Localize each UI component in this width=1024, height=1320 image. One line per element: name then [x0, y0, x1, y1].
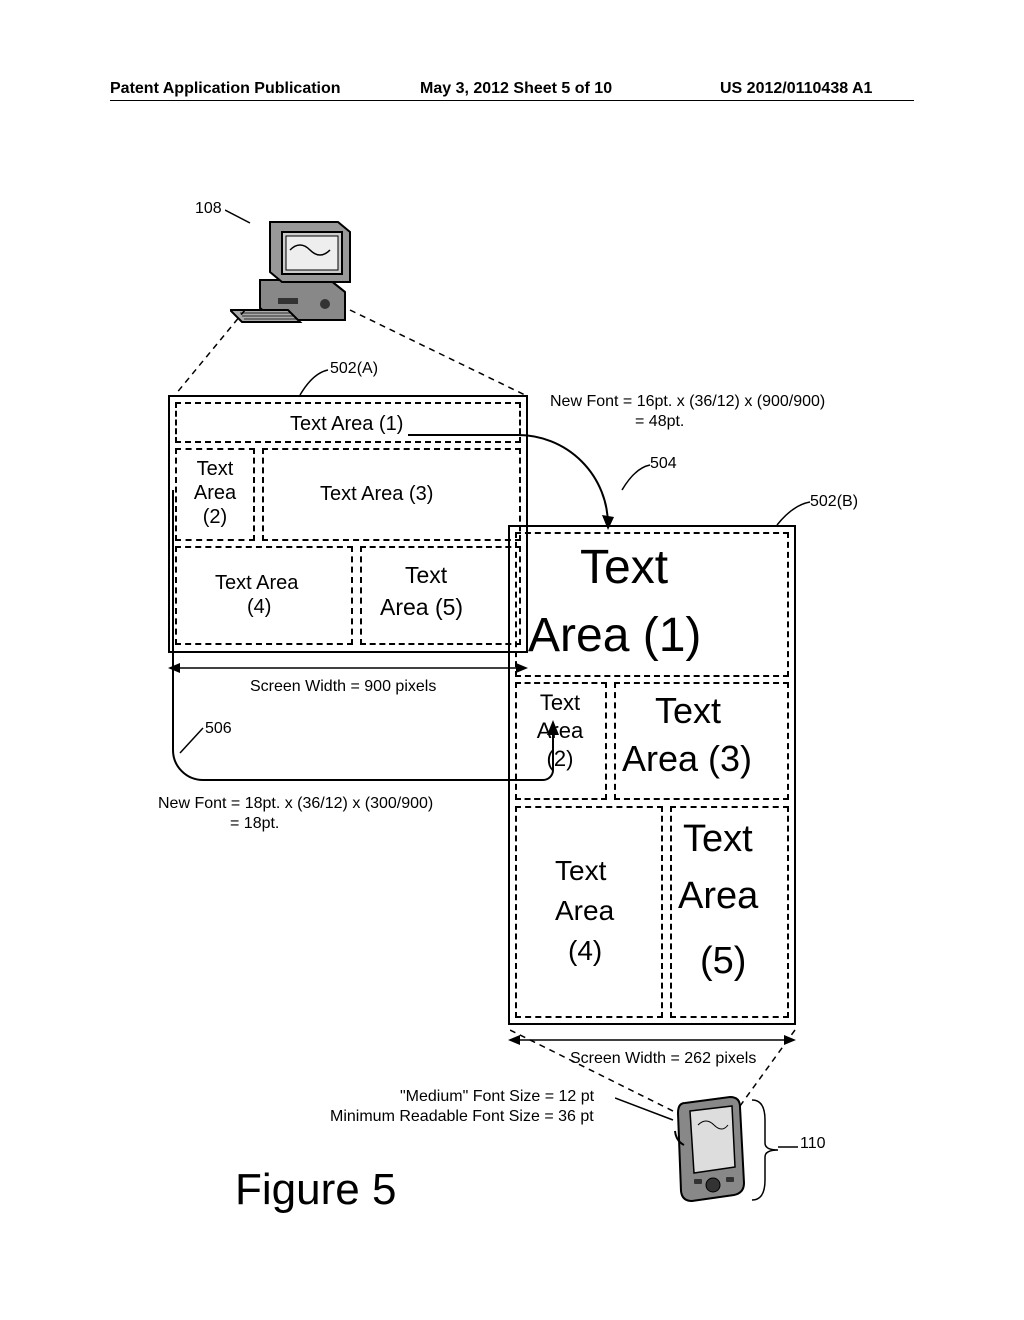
header-right: US 2012/0110438 A1 — [720, 80, 872, 98]
layout-b-ta5-l2: Area — [678, 875, 758, 918]
header-rule — [110, 100, 914, 101]
ref-504: 504 — [650, 455, 677, 473]
layout-b-ta4-l2: Area — [555, 895, 614, 927]
layout-b-ta4-l3: (4) — [568, 935, 602, 967]
ref-108: 108 — [195, 200, 222, 218]
layout-b-ta5-l1: Text — [683, 818, 753, 861]
figure-label: Figure 5 — [235, 1165, 396, 1215]
arrow-506 — [140, 490, 560, 790]
leader-108 — [225, 205, 255, 225]
leader-fontsize — [615, 1095, 685, 1125]
ref-502b: 502(B) — [810, 493, 858, 511]
layout-a-ta1-label: Text Area (1) — [290, 413, 403, 436]
newfont-b-l1: New Font = 18pt. x (36/12) x (300/900) — [158, 795, 433, 813]
layout-a-ta2-l1: Text — [190, 458, 240, 481]
header-left: Patent Application Publication — [110, 80, 341, 98]
layout-b-ta5-l3: (5) — [700, 940, 746, 983]
layout-b-ta3-l1: Text — [655, 690, 721, 732]
leader-110 — [778, 1140, 803, 1155]
layout-b-ta1-l1: Text — [580, 540, 668, 595]
leader-502a — [298, 368, 333, 398]
layout-b-ta3-l2: Area (3) — [622, 738, 752, 780]
projection-lines-a — [175, 300, 545, 400]
newfont-a-l1: New Font = 16pt. x (36/12) x (900/900) — [550, 393, 825, 411]
newfont-a-l2: = 48pt. — [635, 413, 684, 431]
newfont-b-l2: = 18pt. — [230, 815, 279, 833]
header-center: May 3, 2012 Sheet 5 of 10 — [420, 80, 612, 98]
ref-502a: 502(A) — [330, 360, 378, 378]
ref-110: 110 — [800, 1135, 826, 1153]
layout-b-ta4-l1: Text — [555, 855, 606, 887]
leader-502b — [775, 500, 813, 528]
